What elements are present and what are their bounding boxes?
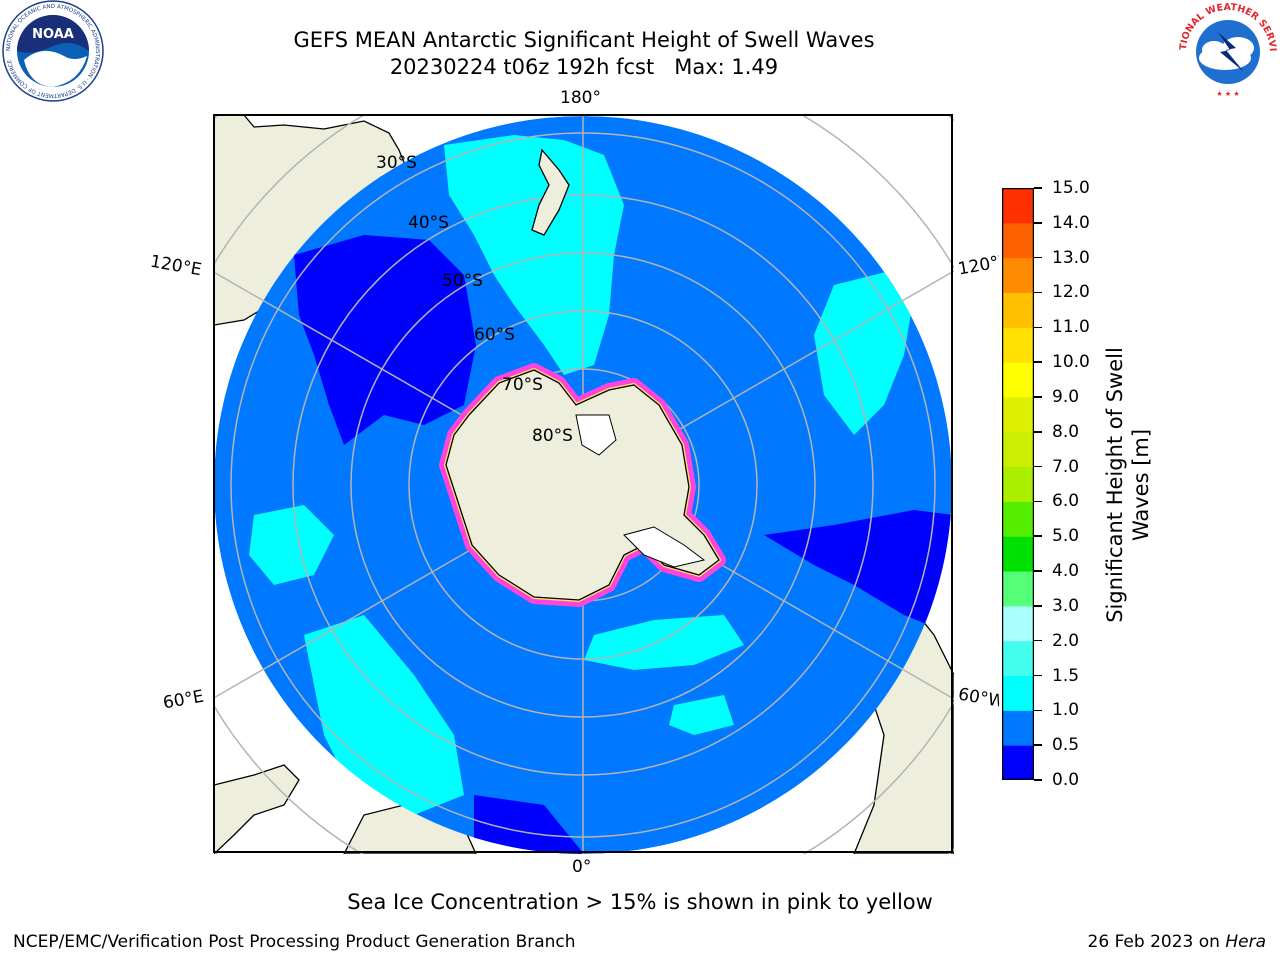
nws-logo: NATIONAL WEATHER SERVICE ★ ★ ★ bbox=[1178, 2, 1278, 100]
colorbar-tick-mark bbox=[1034, 535, 1042, 537]
colorbar-tick-mark bbox=[1034, 639, 1042, 642]
lat-label-80s: 80°S bbox=[532, 426, 573, 446]
colorbar-tick-label: 0.5 bbox=[1052, 735, 1080, 756]
colorbar-tick-mark bbox=[1034, 291, 1042, 294]
colorbar-segment bbox=[1002, 292, 1034, 328]
footer-host: Hera bbox=[1225, 932, 1266, 952]
colorbar-tick-label: 2.0 bbox=[1052, 630, 1080, 651]
colorbar-segment bbox=[1002, 396, 1034, 433]
colorbar-tick-mark bbox=[1034, 396, 1042, 398]
colorbar-tick-label: 1.5 bbox=[1052, 665, 1080, 686]
lat-label-30s: 30°S bbox=[376, 153, 417, 173]
footer-date: 26 Feb 2023 on Hera bbox=[1088, 932, 1266, 952]
colorbar-segment bbox=[1002, 222, 1034, 259]
colorbar-segment bbox=[1002, 188, 1034, 224]
swell-bin-1.0-1.5-patch bbox=[669, 695, 734, 735]
svg-text:★ ★ ★: ★ ★ ★ bbox=[1216, 90, 1239, 98]
colorbar-tick-mark bbox=[1034, 187, 1042, 189]
ronne-ice-shelf bbox=[623, 526, 706, 568]
colorbar-segment bbox=[1002, 501, 1034, 537]
colorbar-tick-label: 3.0 bbox=[1052, 595, 1080, 616]
colorbar-label-line2: Waves [m] bbox=[1129, 428, 1153, 542]
new-zealand-land bbox=[531, 148, 570, 236]
map-title: GEFS MEAN Antarctic Significant Height o… bbox=[293, 28, 875, 52]
colorbar-tick-mark bbox=[1034, 674, 1042, 677]
polar-stereographic-map: 30°S 40°S 50°S 60°S 70°S 80°S bbox=[214, 115, 954, 854]
colorbar-segment bbox=[1002, 431, 1034, 468]
swell-bin-0-0.5-south-atlantic bbox=[474, 795, 584, 854]
colorbar-border bbox=[1002, 188, 1034, 780]
colorbar-segment bbox=[1002, 571, 1034, 607]
footer-date-text: 26 Feb 2023 on bbox=[1087, 932, 1226, 952]
lat-label-40s: 40°S bbox=[408, 213, 449, 233]
colorbar-tick-mark bbox=[1034, 256, 1042, 259]
colorbar-tick-label: 7.0 bbox=[1052, 456, 1080, 477]
colorbar-segment bbox=[1002, 466, 1034, 502]
lon-label-180: 180° bbox=[560, 88, 601, 108]
colorbar bbox=[1002, 188, 1034, 780]
colorbar-tick-mark bbox=[1034, 570, 1042, 572]
noaa-logo: NATIONAL OCEANIC AND ATMOSPHERIC ADMINIS… bbox=[2, 0, 104, 102]
lat-label-60s: 60°S bbox=[474, 325, 515, 345]
colorbar-tick-label: 9.0 bbox=[1052, 386, 1080, 407]
colorbar-segment bbox=[1002, 605, 1034, 642]
colorbar-tick-mark bbox=[1034, 222, 1042, 224]
colorbar-tick-label: 14.0 bbox=[1052, 212, 1090, 233]
colorbar-segment bbox=[1002, 745, 1034, 780]
swell-bin-1.0-1.5-west bbox=[249, 505, 334, 585]
lat-label-70s: 70°S bbox=[502, 375, 543, 395]
colorbar-tick-mark bbox=[1034, 326, 1042, 329]
swell-bin-1.0-1.5-south-indian bbox=[304, 615, 464, 815]
lon-label-60e: 60°E bbox=[161, 686, 206, 714]
colorbar-tick-mark bbox=[1034, 500, 1042, 503]
forecast-subtitle: 20230224 t06z 192h fcst Max: 1.49 bbox=[389, 55, 779, 79]
colorbar-segment bbox=[1002, 257, 1034, 293]
antarctica bbox=[439, 363, 726, 607]
lon-label-60w: 60°W bbox=[956, 684, 1002, 712]
lon-label-120e: 120°E bbox=[148, 251, 204, 281]
colorbar-segment bbox=[1002, 362, 1034, 398]
swell-bin-0-0.5-indian-sector bbox=[294, 235, 476, 445]
colorbar-segment bbox=[1002, 640, 1034, 677]
colorbar-tick-mark bbox=[1034, 431, 1042, 433]
colorbar-tick-label: 5.0 bbox=[1052, 526, 1080, 547]
colorbar-segment bbox=[1002, 327, 1034, 363]
colorbar-tick-mark bbox=[1034, 709, 1042, 712]
lon-label-120w: 120°W bbox=[956, 252, 1002, 280]
colorbar-tick-mark bbox=[1034, 605, 1042, 607]
colorbar-tick-label: 10.0 bbox=[1052, 352, 1090, 373]
colorbar-tick-label: 0.0 bbox=[1052, 770, 1080, 790]
colorbar-tick-mark bbox=[1034, 361, 1042, 363]
colorbar-tick-mark bbox=[1034, 744, 1042, 746]
lat-label-50s: 50°S bbox=[442, 271, 483, 291]
ross-ice-shelf bbox=[575, 414, 617, 456]
colorbar-tick-mark bbox=[1034, 465, 1042, 468]
madagascar-land bbox=[214, 764, 300, 854]
colorbar-tick-mark bbox=[1034, 779, 1042, 781]
colorbar-tick-label: 13.0 bbox=[1052, 247, 1090, 268]
footer-credit: NCEP/EMC/Verification Post Processing Pr… bbox=[13, 932, 576, 952]
colorbar-tick-label: 1.0 bbox=[1052, 700, 1080, 721]
colorbar-tick-label: 4.0 bbox=[1052, 561, 1080, 582]
colorbar-tick-label: 8.0 bbox=[1052, 421, 1080, 442]
colorbar-segment bbox=[1002, 675, 1034, 711]
colorbar-tick-label: 15.0 bbox=[1052, 178, 1090, 198]
colorbar-tick-label: 11.0 bbox=[1052, 317, 1090, 338]
colorbar-segment bbox=[1002, 536, 1034, 572]
swell-bin-1.0-1.5-weddell bbox=[584, 615, 744, 670]
colorbar-label-line1: Significant Height of Swell bbox=[1103, 347, 1127, 623]
colorbar-tick-label: 6.0 bbox=[1052, 491, 1080, 512]
lon-label-0: 0° bbox=[572, 857, 592, 877]
colorbar-tick-label: 12.0 bbox=[1052, 282, 1090, 303]
sea-ice-note: Sea Ice Concentration > 15% is shown in … bbox=[347, 890, 933, 914]
noaa-wordmark: NOAA bbox=[32, 27, 74, 42]
colorbar-segment bbox=[1002, 710, 1034, 746]
